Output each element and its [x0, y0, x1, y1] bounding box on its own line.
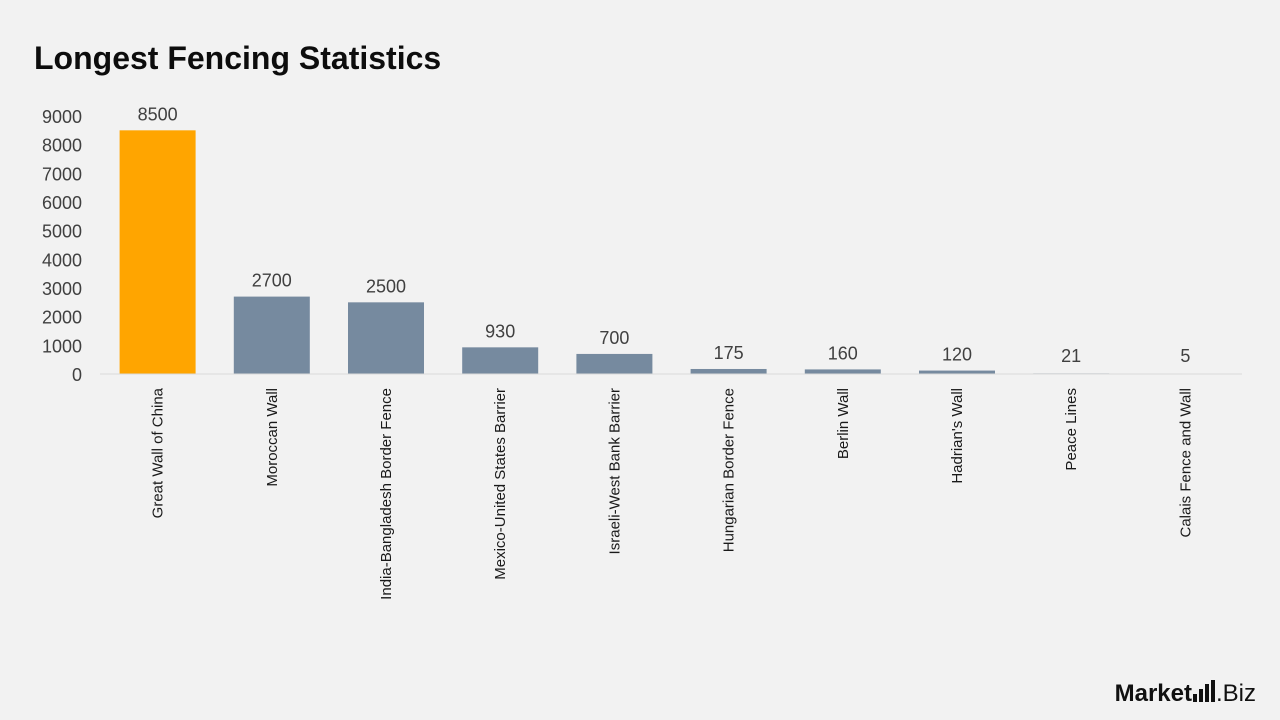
data-label: 160 [828, 343, 858, 363]
bar [119, 130, 196, 374]
data-label: 175 [714, 343, 744, 363]
y-tick-label: 9000 [42, 107, 82, 127]
bars [119, 130, 1224, 374]
data-label: 930 [485, 321, 515, 341]
data-labels: 8500 2700 2500 930 700 175 160 120 21 5 [138, 104, 1191, 366]
bar [690, 368, 767, 374]
y-tick-label: 3000 [42, 279, 82, 299]
x-tick-label: Hungarian Border Fence [721, 388, 738, 552]
x-tick-label: Peace Lines [1063, 388, 1080, 471]
x-tick-label: Berlin Wall [835, 388, 852, 459]
data-label: 21 [1061, 346, 1081, 366]
y-tick-label: 4000 [42, 250, 82, 270]
y-tick-label: 8000 [42, 136, 82, 156]
x-axis-ticks: Great Wall of China Moroccan Wall India-Ba… [150, 387, 1195, 599]
y-tick-label: 1000 [42, 336, 82, 356]
data-label: 120 [942, 345, 972, 365]
bar [804, 369, 881, 374]
data-label: 700 [599, 328, 629, 348]
bar [233, 296, 310, 374]
y-tick-label: 6000 [42, 193, 82, 213]
bar [919, 370, 995, 374]
x-tick-label: Great Wall of China [150, 387, 167, 518]
logo-brand: Market [1114, 680, 1192, 707]
x-tick-label: Moroccan Wall [264, 388, 281, 487]
data-label: 2500 [366, 276, 406, 296]
y-tick-label: 5000 [42, 222, 82, 242]
x-tick-label: Mexico-United States Barrier [492, 388, 509, 580]
y-axis-ticks: 0 1000 2000 3000 4000 5000 6000 7000 8000 9000 [42, 107, 82, 385]
y-tick-label: 7000 [42, 164, 82, 184]
y-tick-label: 0 [72, 365, 82, 385]
chart-title: Longest Fencing Statistics [34, 40, 442, 76]
marketbiz-logo: Market .Biz [1115, 680, 1256, 706]
data-label: 8500 [138, 104, 178, 124]
x-tick-label: Calais Fence and Wall [1177, 388, 1194, 538]
data-label: 2700 [252, 271, 292, 291]
x-tick-label: India-Bangladesh Border Fence [378, 388, 395, 600]
bar [348, 302, 424, 374]
logo-bars-icon [1192, 680, 1215, 702]
logo-suffix: .Biz [1215, 680, 1256, 707]
data-label: 5 [1180, 346, 1190, 366]
x-tick-label: Hadrian's Wall [949, 388, 966, 484]
bar [576, 353, 653, 374]
bar [462, 347, 539, 374]
y-tick-label: 2000 [42, 308, 82, 328]
x-tick-label: Israeli-West Bank Barrier [606, 388, 623, 554]
